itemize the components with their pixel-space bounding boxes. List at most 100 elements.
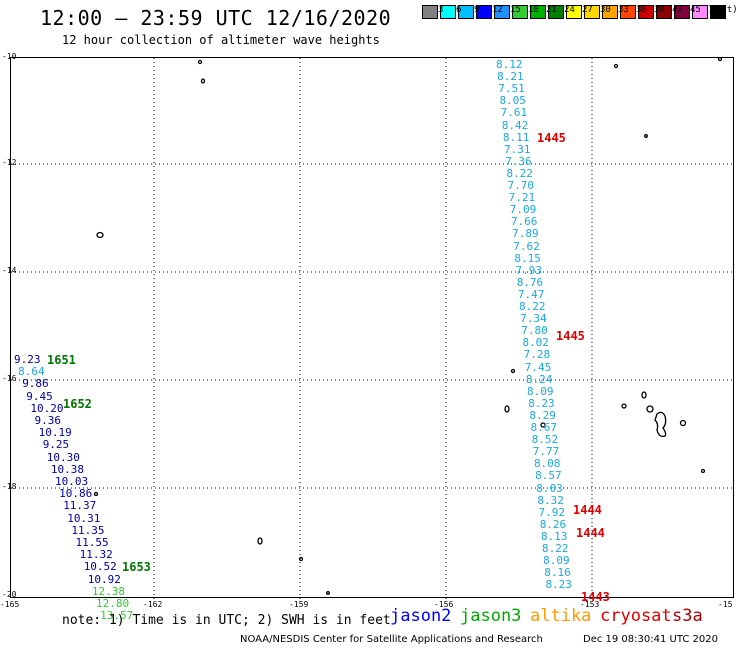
wave-height-value: 10.92 — [87, 572, 121, 586]
wave-height-value: 8.15 — [514, 251, 541, 265]
legend-label: 18 — [528, 5, 539, 15]
wave-height-value: 7.93 — [515, 263, 543, 277]
wave-height-value: 11.55 — [75, 536, 109, 549]
island-outlines — [93, 58, 723, 595]
legend-label: 12 — [492, 5, 503, 15]
legend-swatch — [476, 5, 492, 19]
legend-swatch — [458, 5, 474, 19]
page-title: 12:00 – 23:59 UTC 12/16/2020 — [40, 6, 392, 30]
wave-height-value: 8.29 — [529, 408, 556, 422]
wave-height-value: 10.52 — [83, 560, 117, 574]
wave-height-value: 8.22 — [519, 300, 546, 313]
wave-height-value: 7.70 — [507, 179, 535, 192]
legend-label: 39 — [654, 5, 665, 15]
credit-line: NOAA/NESDIS Center for Satellite Applica… — [240, 634, 543, 645]
wave-height-value: 11.32 — [79, 548, 113, 562]
wave-height-value: 7.09 — [509, 203, 537, 217]
wave-height-value: 11.35 — [71, 523, 105, 537]
wave-height-value: 7.77 — [532, 445, 560, 459]
wave-height-value: 7.36 — [505, 154, 532, 168]
latitude-tick: -18 — [2, 482, 17, 491]
legend-label: 36 — [636, 5, 647, 15]
wave-height-value: 7.31 — [504, 142, 531, 156]
wave-height-value: 8.42 — [501, 118, 529, 132]
pass-time-label: 1651 — [47, 353, 76, 367]
legend-swatch — [566, 5, 582, 19]
latitude-tick: -16 — [2, 374, 17, 383]
legend-label: 70 — [708, 5, 719, 15]
pass-time-label: 1444 — [573, 503, 602, 517]
page-subtitle: 12 hour collection of altimeter wave hei… — [62, 33, 380, 47]
latitude-tick: -10 — [2, 52, 17, 61]
wave-height-value: 11.37 — [63, 499, 97, 513]
wave-height-value: 10.38 — [50, 462, 85, 476]
legend-unit: (ft) — [716, 5, 738, 15]
wave-height-value: 7.34 — [520, 312, 547, 326]
longitude-tick: -15 — [718, 600, 733, 609]
wave-height-value: 12.38 — [91, 584, 126, 598]
wave-height-value: 10.19 — [38, 426, 72, 440]
legend-swatch — [548, 5, 564, 19]
satellite-name: s3a — [672, 606, 703, 626]
wave-height-value: 8.11 — [502, 130, 530, 144]
legend-swatch — [674, 5, 690, 19]
wave-height-value: 7.92 — [538, 505, 566, 519]
longitude-tick: -153 — [580, 600, 600, 609]
wave-height-value: 8.24 — [525, 372, 553, 386]
wave-height-value: 8.13 — [540, 529, 568, 543]
wave-height-value: 8.32 — [537, 493, 564, 507]
pass-time-label: 1443 — [581, 590, 610, 604]
longitude-tick: -162 — [143, 600, 163, 609]
satellite-name: altika — [530, 606, 592, 626]
legend-label: 6 — [456, 5, 462, 15]
legend-swatch — [602, 5, 618, 19]
wave-height-value: 10.86 — [59, 487, 93, 501]
map-frame — [10, 57, 735, 599]
legend-label: 30 — [600, 5, 611, 15]
wave-height-value: 13.57 — [100, 609, 134, 623]
wave-height-value: 7.21 — [508, 191, 536, 205]
wave-height-value: 8.64 — [18, 365, 45, 379]
footer-note: note: 1) Time is in UTC; 2) SWH is in fe… — [62, 613, 391, 628]
legend-label: 24 — [564, 5, 575, 15]
wave-height-value: 9.23 — [14, 353, 41, 366]
legend-label: 3 — [438, 5, 444, 15]
longitude-tick: -159 — [289, 600, 309, 609]
wave-height-value: 8.09 — [527, 384, 554, 398]
latitude-tick: -20 — [2, 590, 17, 599]
legend-swatch — [620, 5, 636, 19]
legend-label: 9 — [474, 5, 480, 15]
legend-swatch — [512, 5, 528, 19]
satellite-name: jason2 — [390, 606, 452, 626]
satellite-name: jason3 — [460, 606, 522, 626]
wave-height-value: 9.86 — [22, 377, 49, 391]
legend-swatch — [692, 5, 708, 19]
legend-swatch — [638, 5, 654, 19]
wave-height-value: 12.80 — [96, 597, 130, 610]
wave-height-value: 8.57 — [535, 469, 562, 483]
wave-height-value: 7.47 — [517, 287, 545, 301]
legend-label: 45 — [690, 5, 701, 15]
wave-height-value: 8.09 — [543, 554, 570, 568]
wave-height-value: 8.23 — [545, 578, 572, 592]
legend-label: 27 — [582, 5, 593, 15]
wave-height-value: 7.89 — [512, 227, 539, 241]
wave-height-value: 10.03 — [55, 475, 89, 488]
wave-height-value: 10.30 — [46, 450, 80, 464]
wave-height-value: 7.28 — [523, 348, 551, 362]
wave-height-value: 8.02 — [522, 336, 549, 350]
legend-label: 33 — [618, 5, 629, 15]
wave-height-value: 8.22 — [506, 166, 533, 180]
legend-swatch — [584, 5, 600, 19]
legend-label: 15 — [510, 5, 521, 15]
legend-label: 42 — [672, 5, 683, 15]
wave-height-value: 10.31 — [67, 511, 101, 525]
wave-height-value: 8.23 — [528, 396, 555, 410]
map-grid — [11, 58, 735, 599]
legend-swatch — [422, 5, 438, 19]
wave-height-value: 7.45 — [524, 360, 552, 374]
legend-swatch — [656, 5, 672, 19]
legend-swatch — [530, 5, 546, 19]
wave-height-value: 8.12 — [496, 58, 523, 71]
latitude-tick: -14 — [2, 266, 17, 275]
